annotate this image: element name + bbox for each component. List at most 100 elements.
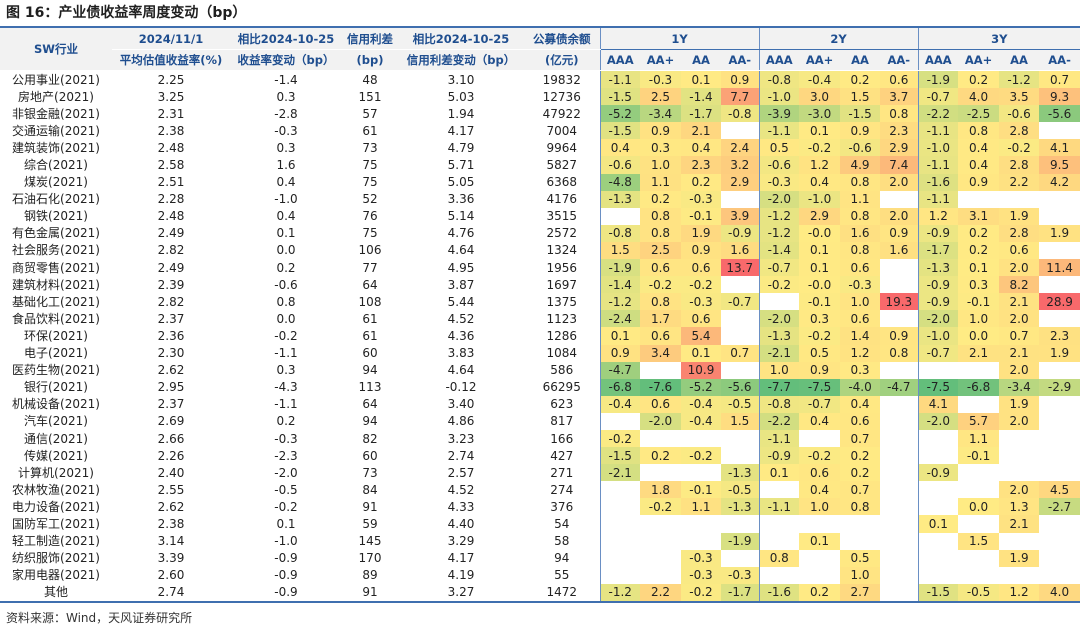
yield-change: -0.2	[274, 499, 298, 514]
header-rating-y1-2: AA	[681, 49, 721, 71]
issue-balance: 1375	[546, 294, 578, 309]
heat-cell-y1-aa: -0.3	[681, 566, 721, 584]
heat-cell-y1-aaminus: 1.5	[721, 412, 760, 430]
heat-cell-y3-aa: 2.0	[999, 481, 1040, 499]
heat-cell-y1-aa: -0.2	[681, 447, 721, 465]
spread-change: 5.71	[447, 158, 475, 173]
heat-cell-y2-aaa: -0.3	[758, 173, 800, 191]
heat-cell-y3-aaminus: 1.9	[1039, 344, 1080, 362]
heat-cell-y3-aa: 2.8	[999, 156, 1040, 174]
heat-cell-y1-aaplus: 2.2	[640, 583, 681, 603]
header-rating-y3-2: AA	[999, 49, 1040, 71]
heat-cell-y2-aaa: -1.4	[758, 241, 800, 260]
heat-cell-y1-aaminus: 2.4	[721, 139, 760, 157]
credit-spread: 76	[362, 209, 378, 224]
heat-cell-y1-aaminus	[721, 447, 759, 464]
industry-name: 公用事业(2021)	[12, 72, 100, 87]
spread-change: 4.19	[447, 568, 475, 583]
heat-cell-y2-aaplus: -0.0	[799, 224, 841, 242]
heat-cell-y3-aa: 0.7	[999, 327, 1040, 345]
issue-balance: 6368	[546, 175, 578, 190]
credit-spread: 94	[362, 363, 378, 378]
heat-cell-y1-aa: -0.2	[681, 583, 721, 603]
heat-cell-y1-aaa: 1.5	[599, 241, 640, 260]
heat-cell-y1-aaplus: -7.6	[640, 378, 681, 396]
heat-cell-y2-aaminus: 0.9	[880, 224, 919, 242]
heat-cell-y3-aa: 1.3	[999, 498, 1040, 516]
industry-name: 房地产(2021)	[18, 89, 94, 104]
header-rating-y2-1: AA+	[799, 49, 841, 71]
header-rating-y2-0: AAA	[758, 49, 800, 71]
heat-cell-y1-aaplus: -0.3	[640, 70, 681, 89]
industry-name: 建筑材料(2021)	[12, 277, 100, 292]
avg-yield: 2.66	[157, 431, 185, 446]
industry-name: 商贸零售(2021)	[12, 260, 100, 275]
industry-name: 环保(2021)	[24, 328, 88, 343]
heat-cell-y2-aaminus	[880, 498, 918, 515]
avg-yield: 2.28	[157, 192, 185, 207]
heat-cell-y3-aaa	[917, 498, 959, 516]
heat-cell-y2-aaminus: 3.7	[880, 88, 919, 106]
heat-cell-y2-aa: 4.9	[840, 156, 881, 174]
heat-cell-y1-aaminus: 13.7	[721, 259, 760, 277]
heat-cell-y3-aaplus	[958, 362, 999, 379]
heat-cell-y3-aaminus	[1039, 567, 1080, 584]
heat-cell-y3-aa: -0.6	[999, 105, 1040, 123]
heat-cell-y2-aaplus	[799, 567, 840, 584]
header-date-top: 2024/11/1	[112, 27, 230, 50]
heat-cell-y3-aaminus	[1039, 515, 1080, 532]
heat-cell-y2-aaplus: 3.0	[799, 88, 841, 106]
heat-cell-y3-aaa: -1.1	[917, 156, 959, 174]
spread-change: 3.29	[447, 534, 475, 549]
heat-cell-y3-aaminus	[1039, 191, 1080, 208]
spread-change: 4.33	[447, 499, 475, 514]
heat-cell-y2-aaminus: 0.6	[880, 70, 919, 89]
heat-cell-y3-aa: 1.9	[999, 549, 1040, 567]
heat-cell-y1-aaminus: -0.7	[721, 293, 760, 311]
heat-cell-y1-aaminus: -1.9	[721, 532, 760, 550]
heat-cell-y1-aaplus: 0.2	[640, 190, 681, 208]
heat-cell-y1-aa: 2.3	[681, 156, 721, 174]
industry-name: 纺织服饰(2021)	[12, 551, 100, 566]
heat-cell-y1-aaplus	[640, 550, 681, 567]
heat-cell-y1-aaa: -4.8	[599, 173, 640, 191]
industry-name: 家用电器(2021)	[12, 568, 100, 583]
heat-cell-y1-aaa: -1.3	[599, 190, 640, 208]
heat-cell-y2-aaa: -2.1	[758, 344, 800, 362]
yield-change: -0.9	[274, 551, 298, 566]
credit-spread: 75	[362, 175, 378, 190]
heat-cell-y3-aa: 2.8	[999, 224, 1040, 242]
heat-cell-y3-aaplus: 0.2	[958, 224, 1000, 242]
heat-cell-y2-aaa: -2.2	[758, 412, 800, 430]
heat-cell-y3-aaminus	[1039, 413, 1080, 430]
issue-balance: 19832	[542, 72, 581, 87]
industry-name: 交通运输(2021)	[12, 123, 100, 138]
heat-cell-y1-aa: -5.2	[681, 378, 721, 396]
heat-cell-y3-aaplus: -0.1	[958, 293, 1000, 311]
heat-cell-y1-aaa	[599, 549, 640, 567]
heat-cell-y1-aa	[681, 515, 721, 532]
heat-cell-y2-aaminus	[880, 550, 918, 567]
yield-change: -1.1	[274, 397, 298, 412]
heat-cell-y2-aa: -0.3	[840, 276, 881, 294]
header-issue-top: 公募债余额	[524, 27, 600, 50]
industry-name: 计算机(2021)	[18, 465, 94, 480]
credit-spread: 91	[362, 499, 378, 514]
table-row: 计算机(2021) 2.40 -2.0 73 2.57 271 -2.1 -1.3 0.1 0.6…	[0, 464, 1080, 482]
heat-cell-y1-aaminus: -1.3	[721, 498, 760, 516]
spread-change: 4.40	[447, 516, 475, 531]
spread-change: 4.86	[447, 414, 475, 429]
heat-cell-y3-aaplus: 2.1	[958, 344, 1000, 362]
table-row: 通信(2021) 2.66 -0.3 82 3.23 166 -0.2 -1.1 0.7 1.1	[0, 429, 1080, 448]
heat-cell-y2-aaa: -1.2	[758, 224, 800, 242]
credit-spread: 52	[362, 192, 378, 207]
table-row: 纺织服饰(2021) 3.39 -0.9 170 4.17 94 -0.3 0.8 0.5 1.9	[0, 549, 1080, 567]
heat-cell-y3-aaminus: 11.4	[1039, 259, 1080, 277]
yield-change: -0.3	[274, 431, 298, 446]
credit-spread: 108	[358, 294, 382, 309]
heat-cell-y1-aaa	[599, 566, 640, 584]
avg-yield: 2.38	[157, 516, 185, 531]
heat-cell-y1-aaminus: -0.8	[721, 105, 760, 123]
table-row: 银行(2021) 2.95 -4.3 113 -0.12 66295 -6.8 -7.6 -5.…	[0, 378, 1080, 396]
heat-cell-y2-aaplus: 0.2	[799, 583, 841, 603]
